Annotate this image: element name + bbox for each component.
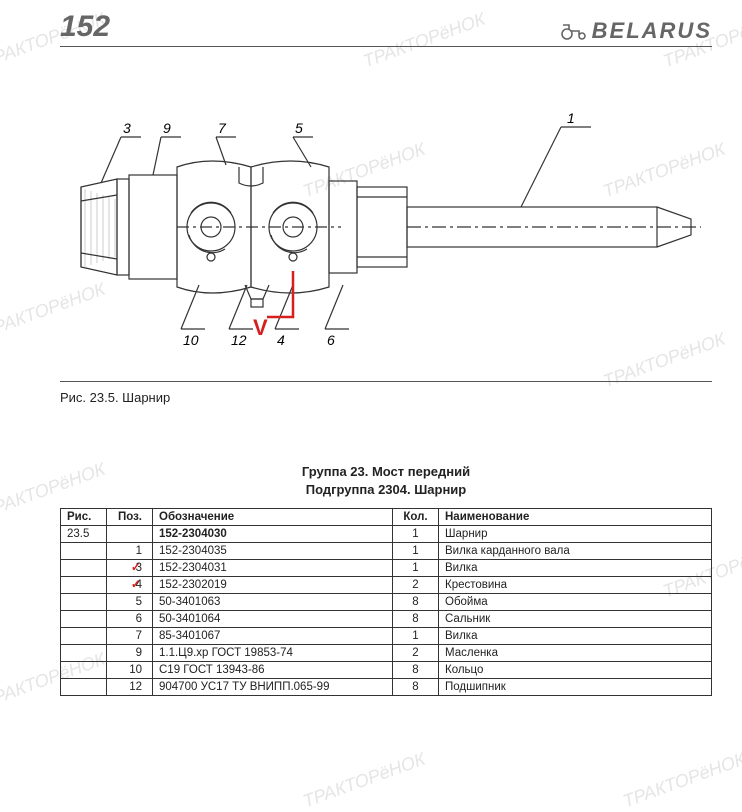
cell-fig: [61, 543, 107, 560]
table-row: 23.5 152-23040301Шарнир: [61, 526, 712, 543]
cell-pos: 12: [107, 679, 153, 696]
table-row: 550-34010638Обойма: [61, 594, 712, 611]
cell-name: Обойма: [439, 594, 712, 611]
col-name: Наименование: [439, 509, 712, 526]
cell-designation: 152-2304035: [153, 543, 393, 560]
page-header: 152 BELARUS: [60, 10, 712, 47]
cell-fig: [61, 662, 107, 679]
cell-name: Вилка: [439, 560, 712, 577]
cell-fig: [61, 560, 107, 577]
figure-caption: Рис. 23.5. Шарнир: [60, 390, 712, 405]
cell-pos: 9: [107, 645, 153, 662]
cell-pos: 7: [107, 628, 153, 645]
table-row: 785-34010671Вилка: [61, 628, 712, 645]
cell-pos: [107, 526, 153, 543]
cell-name: Подшипник: [439, 679, 712, 696]
cell-qty: 2: [393, 577, 439, 594]
cell-fig: [61, 628, 107, 645]
cell-fig: [61, 645, 107, 662]
tractor-icon: [560, 22, 588, 40]
assembly-diagram: 3 9 7 5 1 10 12 4 6 V: [60, 67, 712, 367]
cell-name: Крестовина: [439, 577, 712, 594]
cell-fig: [61, 611, 107, 628]
svg-text:6: 6: [327, 332, 335, 348]
table-row: 3✓152-23040311Вилка: [61, 560, 712, 577]
cell-pos: 3✓: [107, 560, 153, 577]
cell-qty: 1: [393, 526, 439, 543]
brand-text: BELARUS: [592, 18, 712, 44]
col-des: Обозначение: [153, 509, 393, 526]
table-header-row: Рис. Поз. Обозначение Кол. Наименование: [61, 509, 712, 526]
svg-text:1: 1: [567, 110, 575, 126]
cell-qty: 8: [393, 611, 439, 628]
page-number: 152: [60, 10, 110, 44]
section-line2: Подгруппа 2304. Шарнир: [60, 481, 712, 499]
cell-fig: 23.5: [61, 526, 107, 543]
cell-qty: 1: [393, 543, 439, 560]
red-check-icon: ✓: [131, 577, 141, 591]
cell-name: Вилка: [439, 628, 712, 645]
svg-text:3: 3: [123, 120, 131, 136]
svg-text:7: 7: [218, 120, 227, 136]
cell-name: Вилка карданного вала: [439, 543, 712, 560]
cell-name: Сальник: [439, 611, 712, 628]
svg-text:9: 9: [163, 120, 171, 136]
cell-name: Масленка: [439, 645, 712, 662]
cell-name: Шарнир: [439, 526, 712, 543]
svg-text:4: 4: [277, 332, 285, 348]
cell-designation: 50-3401063: [153, 594, 393, 611]
cell-pos: 6: [107, 611, 153, 628]
cell-designation: 50-3401064: [153, 611, 393, 628]
section-title: Группа 23. Мост передний Подгруппа 2304.…: [60, 463, 712, 498]
section-line1: Группа 23. Мост передний: [60, 463, 712, 481]
cell-qty: 8: [393, 662, 439, 679]
cell-qty: 8: [393, 594, 439, 611]
cell-pos: 10: [107, 662, 153, 679]
brand-logo: BELARUS: [560, 18, 712, 44]
cell-name: Кольцо: [439, 662, 712, 679]
cell-designation: 152-2304031: [153, 560, 393, 577]
cell-qty: 1: [393, 560, 439, 577]
figure-rule: [60, 381, 712, 382]
col-fig: Рис.: [61, 509, 107, 526]
table-row: 4✓152-23020192Крестовина: [61, 577, 712, 594]
table-row: 91.1.Ц9.хр ГОСТ 19853-742Масленка: [61, 645, 712, 662]
cell-fig: [61, 679, 107, 696]
col-pos: Поз.: [107, 509, 153, 526]
cell-pos: 4✓: [107, 577, 153, 594]
svg-text:12: 12: [231, 332, 247, 348]
cell-designation: С19 ГОСТ 13943-86: [153, 662, 393, 679]
cell-qty: 8: [393, 679, 439, 696]
cell-qty: 1: [393, 628, 439, 645]
svg-text:10: 10: [183, 332, 199, 348]
svg-text:5: 5: [295, 120, 303, 136]
cell-pos: 5: [107, 594, 153, 611]
cell-designation: 1.1.Ц9.хр ГОСТ 19853-74: [153, 645, 393, 662]
cell-fig: [61, 594, 107, 611]
cell-pos: 1: [107, 543, 153, 560]
svg-text:V: V: [253, 315, 268, 340]
table-row: 650-34010648Сальник: [61, 611, 712, 628]
red-check-icon: ✓: [131, 560, 141, 574]
cell-designation: 85-3401067: [153, 628, 393, 645]
cell-designation: 152-2304030: [153, 526, 393, 543]
cell-designation: 904700 УС17 ТУ ВНИПП.065-99: [153, 679, 393, 696]
cell-designation: 152-2302019: [153, 577, 393, 594]
table-row: 10С19 ГОСТ 13943-868Кольцо: [61, 662, 712, 679]
cell-qty: 2: [393, 645, 439, 662]
cell-fig: [61, 577, 107, 594]
table-row: 1152-23040351Вилка карданного вала: [61, 543, 712, 560]
table-row: 12904700 УС17 ТУ ВНИПП.065-998Подшипник: [61, 679, 712, 696]
parts-table: Рис. Поз. Обозначение Кол. Наименование …: [60, 508, 712, 696]
col-qty: Кол.: [393, 509, 439, 526]
